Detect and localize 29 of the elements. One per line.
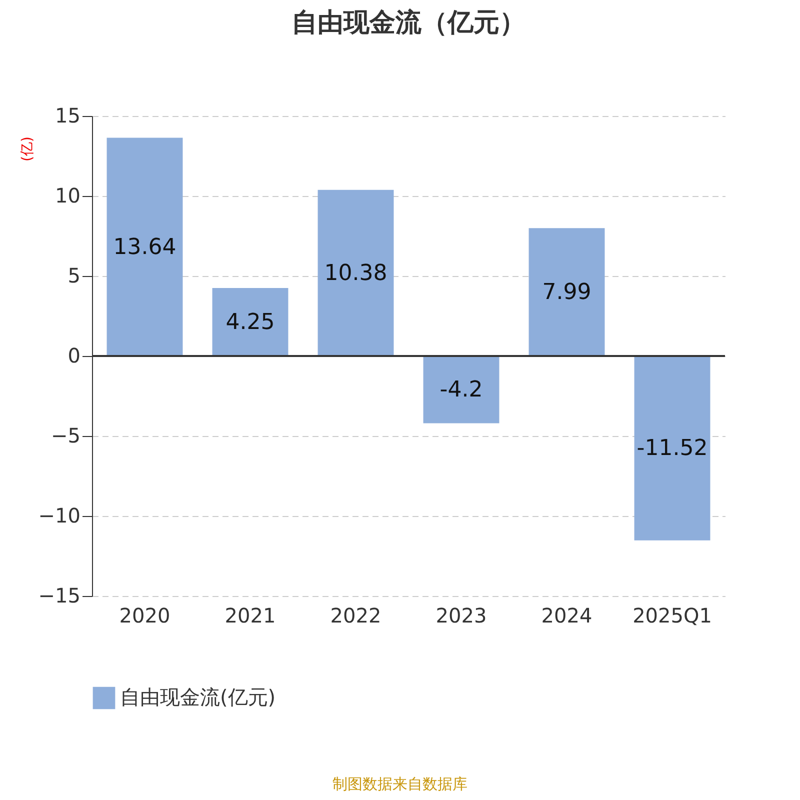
bar bbox=[528, 228, 605, 356]
data-label: -11.52 bbox=[636, 436, 708, 462]
y-axis-title: (亿) bbox=[20, 136, 36, 162]
x-tick-label: 2025Q1 bbox=[632, 604, 712, 628]
y-tick-label: 10 bbox=[55, 184, 80, 208]
bar bbox=[634, 356, 710, 540]
bar bbox=[212, 288, 288, 356]
legend-label: 自由现金流(亿元) bbox=[120, 685, 276, 709]
y-tick-label: 15 bbox=[55, 104, 80, 128]
x-tick-label: 2023 bbox=[436, 604, 487, 628]
x-tick-label: 2020 bbox=[119, 604, 170, 628]
bar bbox=[318, 190, 394, 356]
x-tick-label: 2021 bbox=[224, 604, 276, 628]
data-label: -4.2 bbox=[440, 378, 483, 403]
x-tick-label: 2022 bbox=[330, 604, 382, 628]
bar bbox=[106, 138, 183, 356]
y-tick-label: −15 bbox=[38, 584, 80, 608]
data-label: 4.25 bbox=[226, 310, 275, 335]
bar bbox=[423, 356, 500, 424]
data-label: 13.64 bbox=[113, 234, 176, 260]
y-tick-label: 5 bbox=[68, 264, 80, 288]
data-label: 7.99 bbox=[542, 280, 592, 306]
y-tick-label: −5 bbox=[51, 424, 80, 448]
chart-title: 自由现金流（亿元） bbox=[292, 8, 526, 38]
text: 制图数据来自数据库 bbox=[332, 775, 468, 794]
x-tick-label: 2024 bbox=[541, 604, 592, 628]
data-label: 10.38 bbox=[324, 260, 388, 286]
y-tick-label: −10 bbox=[38, 504, 80, 528]
y-tick-label: 0 bbox=[68, 344, 80, 368]
